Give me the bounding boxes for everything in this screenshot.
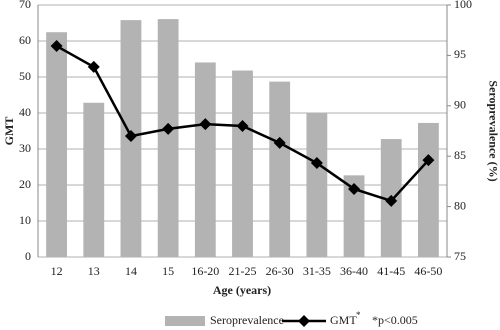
- marker: [422, 154, 435, 167]
- x-tick-label: 36-40: [340, 264, 368, 278]
- marker: [162, 122, 175, 135]
- y2-tick-label: 85: [454, 148, 466, 162]
- x-tick-label: 26-30: [266, 264, 294, 278]
- bar: [417, 122, 439, 257]
- y2-tick-label: 100: [454, 0, 472, 11]
- marker: [236, 119, 249, 132]
- y-tick-label: 30: [19, 141, 31, 155]
- y-tick-label: 40: [19, 105, 31, 119]
- y2-tick-label: 90: [454, 98, 466, 112]
- x-tick-label: 21-25: [229, 264, 257, 278]
- x-tick-label: 14: [125, 264, 137, 278]
- marker: [50, 40, 63, 53]
- y2-tick-label: 95: [454, 47, 466, 61]
- marker: [310, 157, 323, 170]
- x-axis-title: Age (years): [213, 283, 271, 297]
- bar: [157, 19, 179, 257]
- marker: [124, 130, 137, 143]
- bar: [83, 102, 105, 257]
- marker: [385, 194, 398, 207]
- y-tick-label: 10: [19, 213, 31, 227]
- y-tick-label: 50: [19, 69, 31, 83]
- footnote: *p<0.005: [372, 313, 418, 327]
- x-tick-label: 46-50: [414, 264, 442, 278]
- x-tick-label: 12: [51, 264, 63, 278]
- y-tick-label: 20: [19, 177, 31, 191]
- bar: [269, 81, 291, 257]
- y-tick-label: 0: [25, 249, 31, 263]
- bar: [194, 62, 216, 258]
- bar: [343, 175, 365, 257]
- marker: [273, 136, 286, 149]
- bar: [232, 70, 253, 258]
- y-tick-label: 60: [19, 33, 31, 47]
- bar: [46, 32, 68, 257]
- x-tick-label: 13: [88, 264, 100, 278]
- marker: [348, 182, 361, 195]
- y2-axis-title: Seroprevalence (%): [486, 80, 500, 181]
- y-tick-label: 70: [19, 0, 31, 11]
- y2-tick-label: 75: [454, 249, 466, 263]
- bar: [306, 112, 328, 257]
- legend-label: GMT: [330, 313, 357, 327]
- marker: [87, 60, 100, 73]
- legend-swatch: [165, 316, 205, 326]
- x-tick-label: 31-35: [303, 264, 331, 278]
- marker: [199, 118, 212, 131]
- x-tick-label: 16-20: [191, 264, 219, 278]
- legend-label: Seroprevalence: [210, 313, 284, 327]
- legend-superscript: *: [356, 310, 361, 320]
- y2-tick-label: 80: [454, 198, 466, 212]
- y-axis-title: GMT: [2, 117, 16, 146]
- x-tick-label: 15: [162, 264, 174, 278]
- legend-marker: [298, 315, 310, 327]
- x-tick-label: 41-45: [377, 264, 405, 278]
